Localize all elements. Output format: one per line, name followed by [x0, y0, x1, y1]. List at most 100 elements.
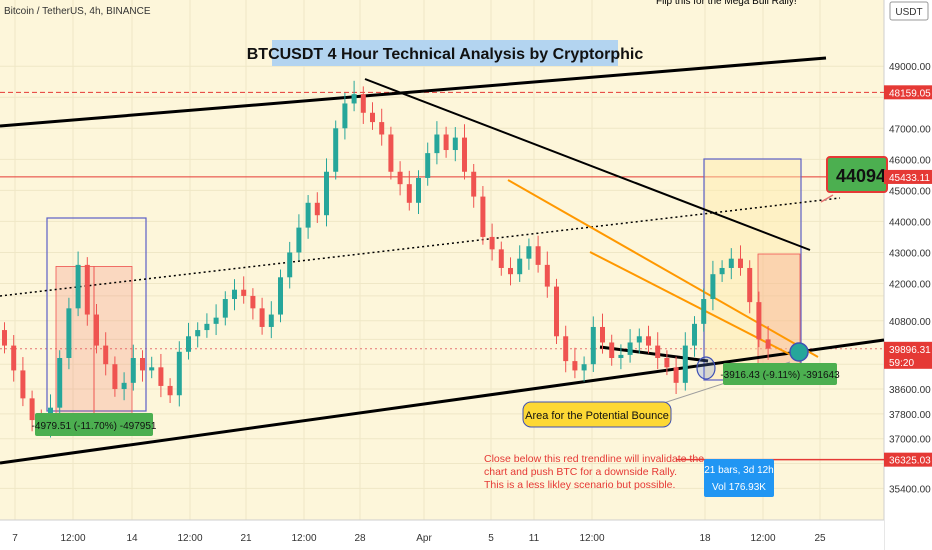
candle-body	[379, 122, 385, 135]
measure-1-label: -4979.51 (-11.70%) -497951	[32, 421, 157, 432]
candle-body	[57, 358, 63, 408]
candle-body	[388, 134, 394, 172]
candle-body	[259, 308, 265, 327]
candle-body	[360, 94, 366, 113]
candle-body	[728, 258, 734, 268]
support-line	[599, 345, 709, 363]
candle-body	[342, 103, 348, 129]
candle-body	[130, 358, 136, 383]
x-tick-label: 12:00	[579, 533, 604, 544]
y-tick-label: 43000.00	[889, 248, 931, 259]
callout-text: Area for the Potential Bounce	[525, 410, 669, 422]
x-tick-label: 12:00	[750, 533, 775, 544]
candle-body	[176, 351, 182, 396]
red-note-line: Close below this red trendline will inva…	[484, 453, 704, 465]
price-tag-label: 48159.05	[889, 88, 931, 99]
candle-body	[75, 264, 81, 309]
orange-channel-bottom	[589, 251, 796, 358]
channel-bottom-line	[0, 338, 885, 465]
candle-body	[765, 339, 771, 349]
orange-channel-top	[507, 179, 819, 358]
price-tag-label: 59:20	[889, 358, 914, 369]
red-note-line: chart and push BTC for a downside Rally.	[484, 466, 677, 478]
measure-label-bg	[723, 363, 837, 385]
price-tag	[884, 341, 932, 356]
candle-body	[29, 398, 35, 421]
candle-body	[581, 364, 587, 371]
mid-dotted-line	[0, 197, 841, 297]
x-tick-label: 28	[354, 533, 366, 544]
y-tick-label: 49000.00	[889, 62, 931, 73]
channel-top-line	[0, 56, 827, 128]
info-box	[704, 459, 774, 497]
candle-body	[682, 345, 688, 383]
y-tick-label: 42000.00	[889, 280, 931, 291]
candle-body	[167, 385, 173, 396]
candle-body	[756, 302, 762, 340]
price-tag	[884, 452, 932, 467]
x-tick-label: Apr	[416, 533, 432, 544]
candle-body	[554, 286, 559, 337]
candle-body	[664, 358, 670, 368]
x-tick-label: 12:00	[291, 533, 316, 544]
currency-badge-label: USDT	[895, 7, 922, 18]
x-tick-label: 25	[814, 533, 826, 544]
candle-body	[84, 264, 90, 315]
candle-body	[443, 134, 449, 151]
candle-body	[406, 184, 412, 203]
price-axis	[884, 0, 932, 550]
info-bars: 21 bars, 3d 12h	[704, 465, 774, 476]
candle-body	[324, 171, 329, 216]
candle-body	[416, 177, 421, 203]
price-tag	[884, 169, 932, 184]
candles	[2, 80, 771, 438]
candle-body	[204, 323, 210, 331]
candle-body	[636, 336, 642, 343]
y-tick-label: 45000.00	[889, 186, 931, 197]
candle-body	[314, 202, 320, 216]
candle-body	[112, 364, 118, 390]
y-tick-label: 44000.00	[889, 217, 931, 228]
price-tag-label: 39896.31	[889, 345, 931, 356]
candle-body	[140, 358, 145, 371]
candle-body	[710, 274, 716, 300]
candle-body	[600, 326, 605, 343]
measure-2-label: -3916.43 (-9.11%) -391643	[720, 370, 840, 381]
price-tag	[884, 85, 932, 100]
candle-body	[296, 227, 302, 253]
candle-body	[627, 342, 633, 355]
candle-body	[618, 354, 624, 358]
candle-body	[250, 295, 256, 309]
candle-body	[572, 361, 578, 371]
x-tick-label: 21	[240, 533, 252, 544]
candle-body	[526, 246, 532, 259]
target-label: 44094	[836, 166, 886, 186]
symbol-label: Bitcoin / TetherUS, 4h, BINANCE	[4, 6, 151, 17]
callout-bg	[522, 401, 672, 428]
x-tick-label: 7	[12, 533, 18, 544]
x-tick-label: 12:00	[177, 533, 202, 544]
candle-body	[94, 314, 99, 346]
candle-body	[351, 94, 357, 104]
measure-label-bg	[35, 413, 153, 436]
y-tick-label: 37000.00	[889, 435, 931, 446]
candle-body	[20, 370, 26, 399]
candle-body	[66, 308, 72, 358]
y-tick-label: 38600.00	[889, 385, 931, 396]
title-bg	[272, 40, 618, 66]
bounce-marker	[696, 356, 716, 380]
candle-body	[333, 128, 339, 172]
candle-body	[241, 289, 247, 296]
candle-body	[149, 367, 155, 371]
price-tag	[884, 354, 932, 369]
candle-body	[103, 345, 109, 365]
candle-body	[480, 196, 486, 237]
candle-body	[397, 171, 403, 185]
y-tick-label: 46000.00	[889, 155, 931, 166]
target-arrow	[820, 194, 834, 203]
candle-body	[673, 367, 679, 383]
range-box	[46, 217, 147, 412]
candle-body	[222, 299, 228, 318]
